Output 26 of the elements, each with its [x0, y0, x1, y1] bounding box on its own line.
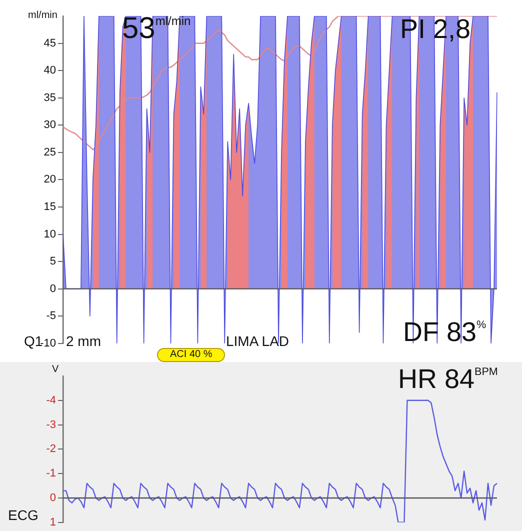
y-tick-label: 10	[44, 228, 56, 240]
y-tick-label: 1	[50, 516, 56, 528]
y-tick-label: -4	[46, 394, 56, 406]
y-axis-title: V	[52, 364, 59, 375]
y-tick-label: 25	[44, 146, 56, 158]
y-tick-label: -1	[46, 468, 56, 480]
annotation: 2 mm	[66, 333, 101, 349]
y-tick-label: -10	[40, 337, 56, 350]
y-tick-label: 20	[44, 174, 56, 186]
y-tick-label: 35	[44, 92, 56, 104]
annotation: HR 84$^{BPM}$	[398, 364, 498, 394]
y-tick-label: -5	[46, 310, 56, 322]
y-tick-label: 30	[44, 119, 56, 132]
y-tick-label: 15	[44, 201, 56, 214]
text: ACI 40 %	[157, 348, 226, 362]
y-tick-label: 40	[44, 64, 56, 77]
y-tick-label: 45	[44, 37, 56, 50]
y-tick-label: 0	[50, 282, 56, 295]
text: ECG	[8, 507, 38, 523]
y-tick-label: -3	[46, 418, 56, 431]
y-tick-label: 0	[50, 492, 56, 504]
annotation: 53$^{ml/min}$	[122, 12, 191, 45]
y-tick-label: 5	[50, 256, 56, 268]
y-tick-label: -2	[46, 443, 56, 456]
y-axis-title: ml/min	[28, 10, 58, 21]
annotation: LIMA LAD	[226, 333, 290, 349]
